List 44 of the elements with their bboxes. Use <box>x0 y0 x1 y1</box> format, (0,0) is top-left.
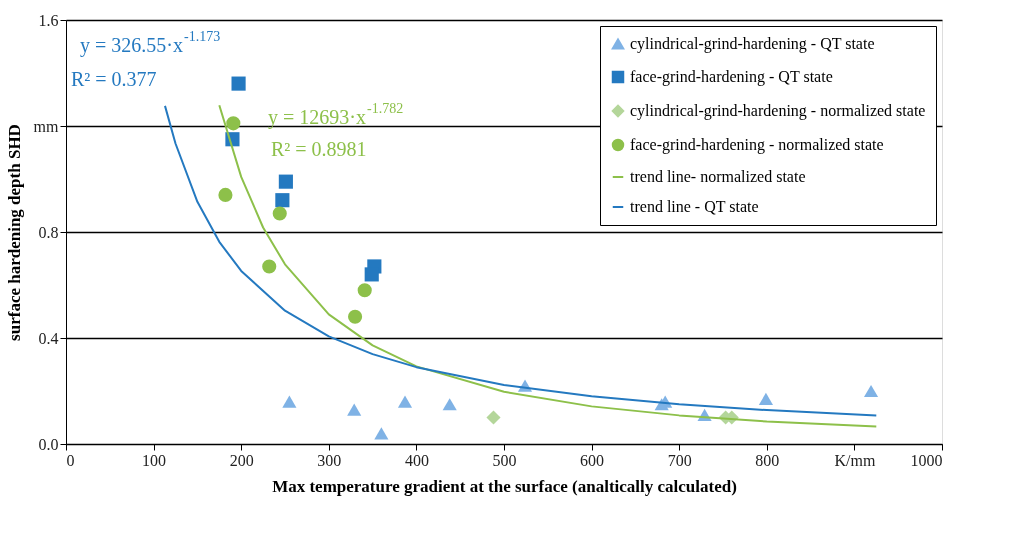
point <box>262 259 277 274</box>
annotation: R² = 0.377 <box>71 68 157 90</box>
x-tick-label: 100 <box>142 451 167 469</box>
legend-label: trend line- normalized state <box>630 168 806 185</box>
legend-label: trend line - QT state <box>630 198 759 215</box>
x-tick-label: 500 <box>492 451 517 469</box>
y-tick-label: mm <box>33 117 60 135</box>
legend-label: cylindrical-grind-hardening - QT state <box>630 35 875 53</box>
x-tick-label: 300 <box>317 451 342 469</box>
point <box>863 384 879 398</box>
x-tick-label: 700 <box>667 451 692 469</box>
point <box>347 403 362 416</box>
point <box>364 267 379 282</box>
x-tick-label: 400 <box>404 451 429 469</box>
point <box>374 427 389 440</box>
point <box>442 398 457 411</box>
y-tick-label: 0.0 <box>38 435 59 453</box>
y-tick-label: 1.6 <box>38 11 59 29</box>
y-tick-label: 0.8 <box>38 223 59 241</box>
point <box>218 187 233 202</box>
point <box>275 193 290 208</box>
legend-label: face-grind-hardening - QT state <box>630 68 833 86</box>
legend-label: cylindrical-grind-hardening - normalized state <box>630 102 926 120</box>
y-axis-title: surface hardening depth SHD <box>4 124 24 341</box>
annotation: R² = 0.8981 <box>271 138 367 160</box>
x-tick-label: 200 <box>229 451 254 469</box>
x-tick-label: 800 <box>755 451 780 469</box>
point <box>348 309 363 324</box>
point <box>282 395 297 408</box>
x-tick-label: 1000 <box>910 451 943 469</box>
point <box>397 395 413 408</box>
point <box>272 206 287 221</box>
point <box>226 116 241 131</box>
point <box>357 283 372 298</box>
point <box>486 410 501 425</box>
point <box>758 392 773 406</box>
legend-label: face-grind-hardening - normalized state <box>630 136 884 154</box>
y-tick-label: 0.4 <box>38 329 59 347</box>
point <box>278 174 293 189</box>
x-axis-title: Max temperature gradient at the surface (analtically calculated) <box>272 476 737 496</box>
point <box>231 76 246 91</box>
x-tick-label: K/mm <box>834 451 876 469</box>
x-tick-label: 600 <box>580 451 605 469</box>
x-tick-label: 0 <box>66 451 75 469</box>
